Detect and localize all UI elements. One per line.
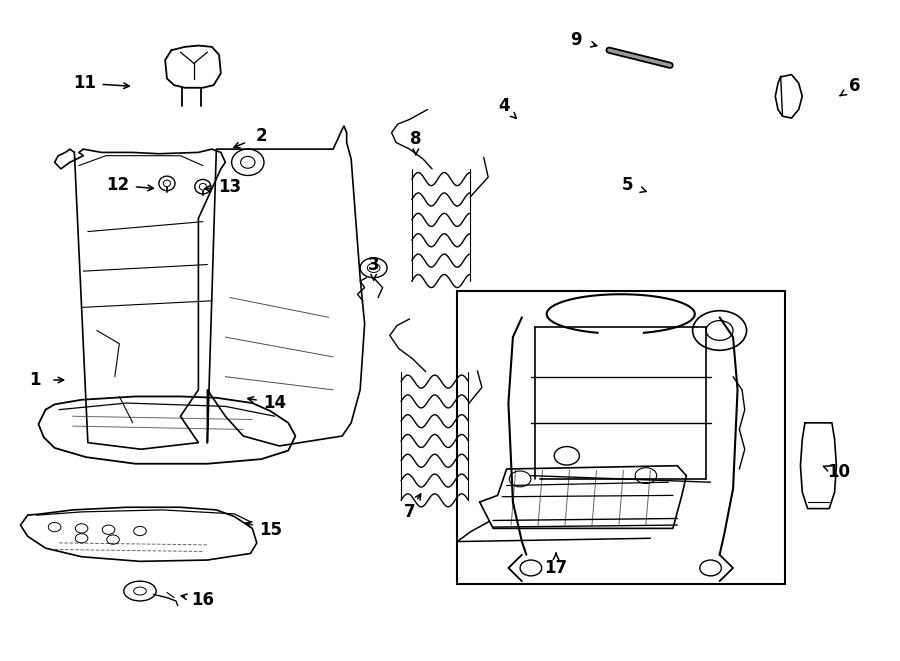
- Text: 15: 15: [259, 521, 282, 539]
- Text: 7: 7: [404, 503, 416, 521]
- Text: 6: 6: [849, 77, 860, 95]
- Text: 14: 14: [263, 394, 286, 412]
- Text: 9: 9: [570, 31, 581, 50]
- Text: 4: 4: [498, 97, 509, 115]
- Text: 2: 2: [256, 127, 267, 145]
- Text: 8: 8: [410, 130, 421, 148]
- Text: 16: 16: [192, 591, 214, 609]
- Text: 10: 10: [827, 463, 850, 481]
- Text: 1: 1: [29, 371, 40, 389]
- Text: 3: 3: [368, 256, 380, 274]
- Text: 5: 5: [622, 176, 634, 194]
- Text: 12: 12: [106, 176, 129, 194]
- Text: 17: 17: [544, 559, 568, 577]
- Text: 11: 11: [73, 74, 95, 92]
- Bar: [457, 291, 785, 584]
- Text: 13: 13: [219, 178, 241, 196]
